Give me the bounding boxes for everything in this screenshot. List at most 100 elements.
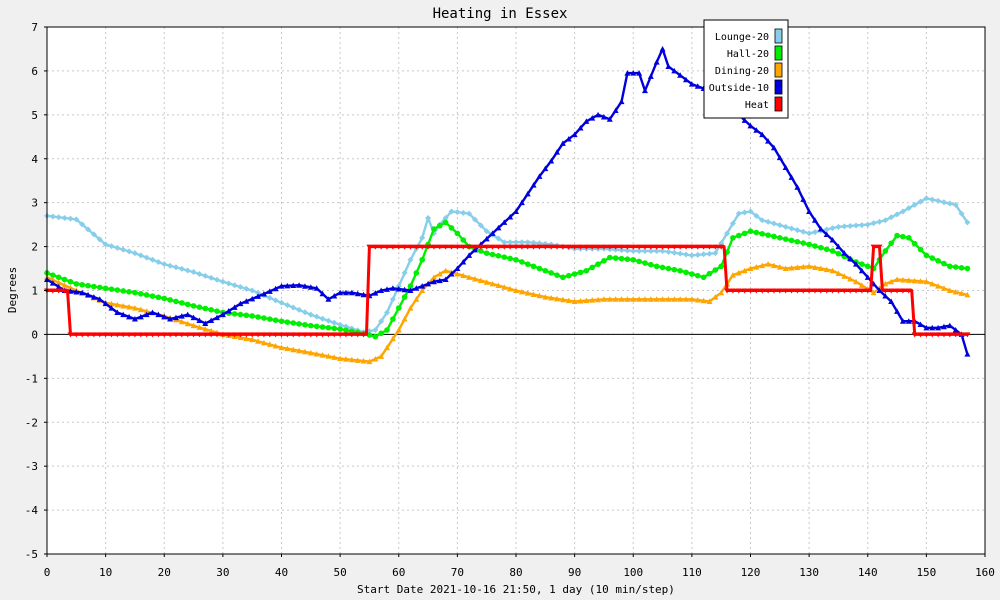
data-point-hall-20 (677, 267, 683, 274)
data-point-dining-20 (419, 287, 426, 293)
data-point-lounge-20 (507, 239, 514, 246)
data-point-hall-20 (589, 264, 596, 271)
data-point-hall-20 (61, 276, 68, 283)
data-point-dining-20 (589, 297, 596, 303)
data-point-hall-20 (624, 256, 631, 263)
data-point-dining-20 (524, 290, 531, 296)
data-point-dining-20 (958, 290, 965, 296)
data-point-heat (800, 288, 807, 294)
data-point-heat (372, 244, 379, 250)
y-axis-title: Degrees (6, 267, 19, 313)
data-point-hall-20 (384, 327, 390, 333)
data-point-lounge-20 (249, 287, 256, 294)
data-point-heat (964, 332, 971, 338)
data-point-dining-20 (372, 356, 379, 362)
data-point-lounge-20 (184, 267, 191, 274)
data-point-heat (747, 288, 754, 294)
data-point-hall-20 (173, 298, 179, 305)
data-point-heat (870, 244, 877, 250)
data-point-hall-20 (900, 233, 906, 240)
legend-swatch-outside-10 (774, 79, 783, 95)
data-point-dining-20 (776, 264, 783, 270)
data-point-outside-10 (348, 289, 355, 296)
data-point-hall-20 (55, 274, 62, 281)
data-point-dining-20 (471, 275, 478, 282)
data-point-outside-10 (694, 83, 701, 89)
data-point-dining-20 (530, 291, 537, 297)
data-point-outside-10 (360, 291, 367, 298)
data-point-outside-10 (583, 118, 590, 124)
data-point-lounge-20 (454, 209, 461, 216)
legend-swatch-heat (774, 96, 783, 112)
y-tick-label: -2 (25, 416, 38, 429)
data-point-heat (501, 244, 508, 250)
data-point-dining-20 (67, 284, 74, 291)
data-point-heat (55, 288, 62, 294)
data-point-outside-10 (389, 285, 396, 291)
data-point-heat (577, 244, 584, 250)
data-point-heat (120, 332, 127, 338)
data-point-outside-10 (542, 165, 549, 172)
data-point-outside-10 (817, 226, 824, 232)
data-point-dining-20 (829, 267, 836, 274)
data-point-lounge-20 (325, 317, 332, 324)
data-point-hall-20 (583, 267, 590, 274)
data-point-outside-10 (214, 314, 221, 321)
y-tick-label: -5 (25, 548, 38, 561)
data-point-lounge-20 (61, 214, 68, 221)
data-point-heat (155, 332, 162, 338)
data-point-outside-10 (454, 265, 461, 272)
series-lounge-20 (44, 195, 971, 336)
data-point-dining-20 (630, 296, 637, 302)
data-point-heat (196, 332, 203, 338)
data-point-lounge-20 (765, 218, 772, 225)
data-point-lounge-20 (747, 208, 754, 215)
data-point-heat (90, 332, 97, 338)
data-point-outside-10 (49, 280, 56, 286)
data-point-outside-10 (765, 138, 772, 144)
data-point-dining-20 (917, 278, 924, 284)
data-point-lounge-20 (858, 222, 865, 229)
data-point-outside-10 (565, 135, 572, 142)
data-point-hall-20 (864, 263, 871, 270)
data-point-heat (765, 288, 772, 294)
data-point-outside-10 (372, 290, 379, 296)
data-point-lounge-20 (214, 276, 221, 283)
data-point-heat (612, 244, 619, 250)
data-point-dining-20 (430, 274, 437, 280)
data-point-dining-20 (729, 272, 736, 278)
data-point-hall-20 (120, 288, 127, 294)
data-point-outside-10 (219, 311, 226, 318)
data-point-lounge-20 (612, 246, 619, 253)
data-point-heat (952, 332, 959, 338)
data-point-hall-20 (513, 256, 519, 263)
data-point-hall-20 (395, 305, 402, 311)
data-point-dining-20 (841, 273, 848, 279)
data-point-dining-20 (735, 269, 742, 276)
data-point-heat (301, 332, 308, 338)
data-point-hall-20 (917, 246, 924, 253)
x-tick-label: 100 (623, 566, 643, 579)
data-point-dining-20 (894, 276, 901, 283)
data-point-outside-10 (108, 305, 115, 311)
data-point-hall-20 (612, 255, 619, 261)
data-point-heat (114, 332, 121, 338)
data-point-heat (260, 332, 267, 338)
data-point-heat (143, 332, 150, 338)
legend-label-outside-10: Outside-10 (709, 83, 769, 94)
data-point-hall-20 (706, 270, 713, 277)
data-point-outside-10 (665, 63, 672, 70)
data-point-heat (208, 332, 215, 338)
data-point-dining-20 (788, 264, 795, 271)
data-point-dining-20 (366, 358, 373, 365)
data-point-lounge-20 (102, 241, 109, 248)
data-point-dining-20 (255, 338, 262, 344)
data-point-lounge-20 (782, 223, 789, 230)
data-point-heat (671, 244, 678, 250)
series-outside-10 (44, 45, 971, 357)
data-point-outside-10 (225, 307, 232, 314)
data-point-dining-20 (208, 327, 215, 334)
data-point-lounge-20 (888, 214, 895, 221)
data-point-dining-20 (847, 275, 854, 282)
